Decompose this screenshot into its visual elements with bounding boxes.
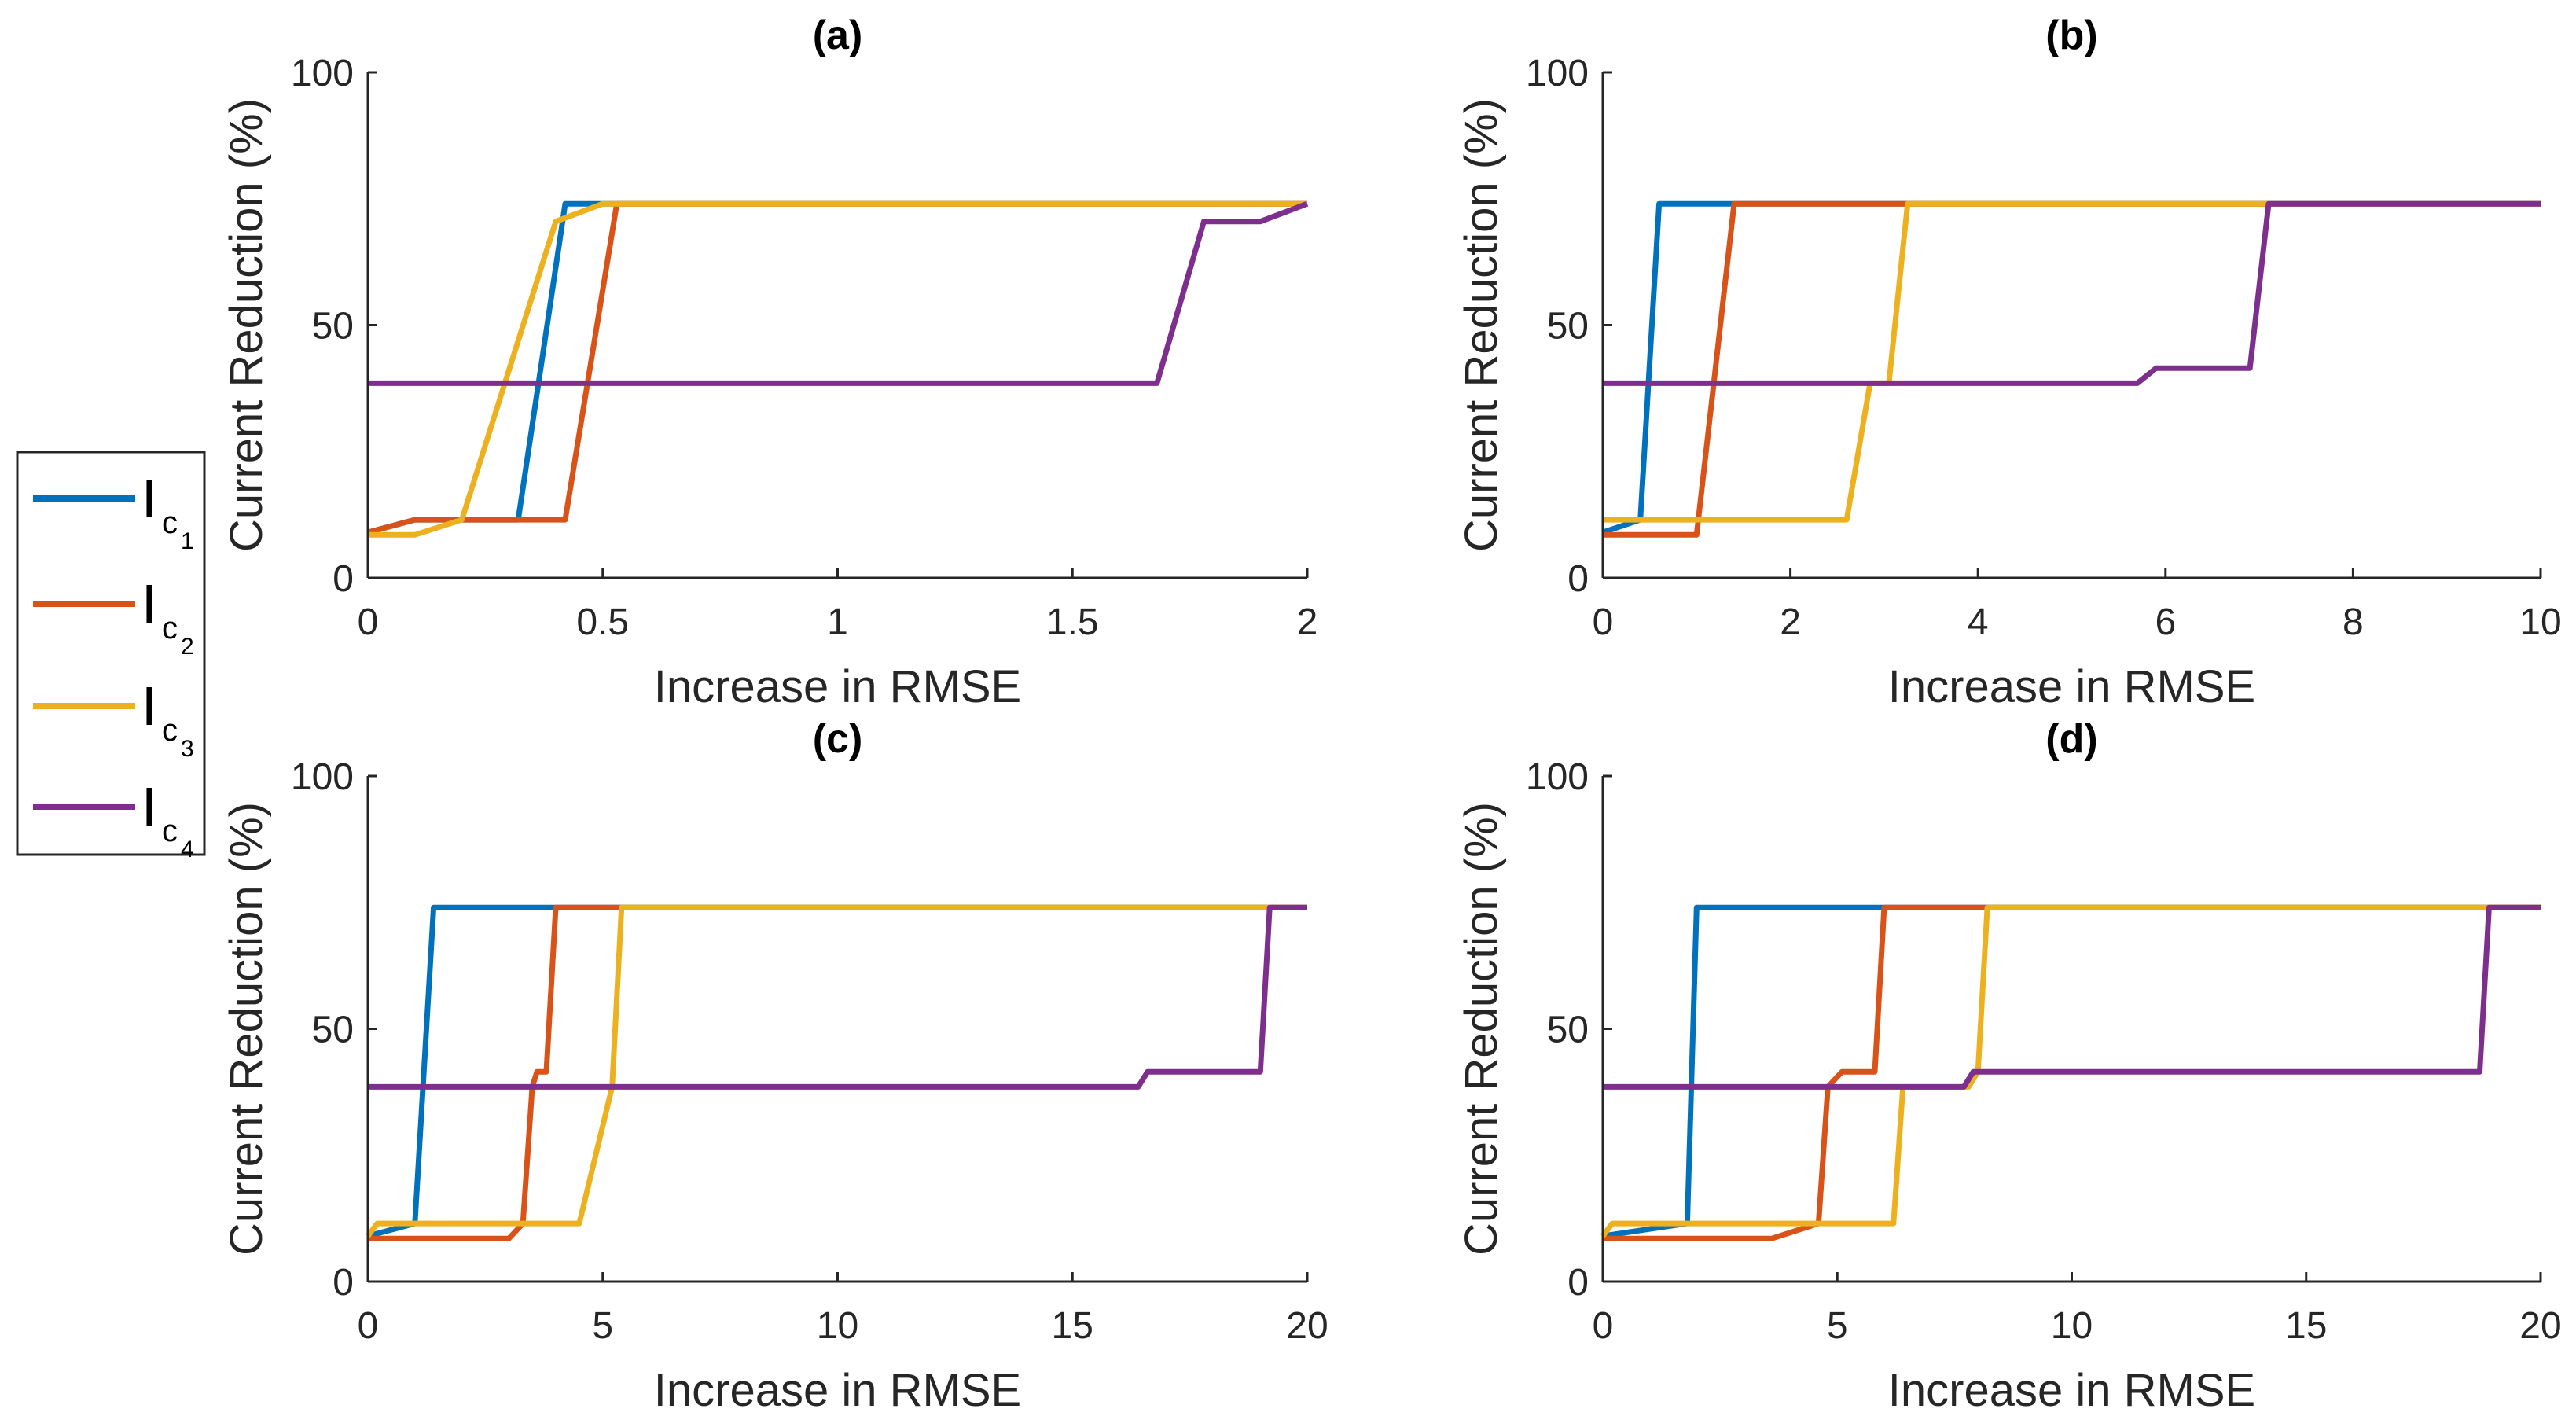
x-axis-label-c: Increase in RMSE: [654, 1365, 1021, 1416]
x-tick-label-b: 4: [1968, 601, 1989, 643]
x-tick-label-c: 0: [358, 1305, 379, 1347]
x-tick-label-d: 10: [2051, 1305, 2093, 1347]
series-line-a-4: [368, 200, 1309, 386]
x-tick-label-b: 2: [1780, 601, 1801, 643]
y-tick-label-c: 100: [291, 756, 354, 798]
y-tick-label-a: 100: [291, 53, 354, 94]
y-tick-label-c: 50: [312, 1010, 354, 1051]
x-tick-label-a: 2: [1297, 601, 1318, 643]
x-tick-label-d: 5: [1827, 1305, 1848, 1347]
series-line-c-2: [368, 904, 1307, 1241]
y-tick-label-b: 100: [1526, 53, 1589, 94]
x-tick-label-b: 0: [1593, 601, 1614, 643]
legend-label-subsub-2: 2: [181, 634, 194, 660]
y-tick-label-a: 50: [312, 306, 354, 348]
y-tick-label-c: 0: [333, 1262, 354, 1304]
series-lines-a: [367, 200, 1309, 538]
legend-label-main-3: I: [141, 675, 156, 737]
y-axis-label-a: Current Reduction (%): [221, 98, 272, 552]
series-line-a-3: [368, 200, 1307, 538]
series-lines-d: [1600, 904, 2541, 1241]
legend-label-main-2: I: [141, 573, 156, 634]
x-axis-label-b: Increase in RMSE: [1888, 661, 2255, 712]
x-tick-label-a: 0.5: [576, 601, 629, 643]
x-tick-label-a: 1.5: [1046, 601, 1099, 643]
series-lines-c: [366, 904, 1307, 1241]
legend-box: [16, 451, 206, 856]
x-tick-label-a: 1: [827, 601, 848, 643]
legend-label-subsub-4: 4: [181, 837, 194, 862]
series-lines-b: [1601, 200, 2541, 538]
panel-a: 0 0.5 1 1.5 2 0 50 100 (a) Increase in RMSE Curren…: [221, 13, 1317, 712]
y-axis-label-b: Current Reduction (%): [1456, 98, 1507, 552]
legend-label-subsub-1: 1: [181, 528, 194, 554]
y-tick-label-d: 0: [1567, 1262, 1589, 1304]
panel-title-a: (a): [813, 13, 863, 58]
panel-title-d: (d): [2045, 716, 2097, 762]
panel-d: 0 5 10 15 20 0 50 100 (d) Increase in RMSE Current…: [1456, 716, 2562, 1416]
series-line-b-2: [1603, 200, 2541, 538]
legend-label-sub-4: c: [162, 814, 178, 848]
legend-label-main-1: I: [141, 468, 156, 529]
series-line-b-1: [1601, 200, 2541, 535]
x-tick-label-b: 6: [2155, 601, 2176, 643]
x-tick-label-a: 0: [358, 601, 379, 643]
y-tick-label-a: 0: [333, 558, 354, 600]
x-tick-label-d: 20: [2519, 1305, 2561, 1347]
x-axis-label-a: Increase in RMSE: [654, 661, 1021, 712]
y-tick-label-b: 0: [1567, 558, 1589, 600]
panel-title-c: (c): [813, 716, 863, 762]
y-tick-label-d: 100: [1526, 756, 1589, 798]
legend-label-main-4: I: [141, 776, 156, 837]
legend-label-sub-1: c: [162, 506, 178, 540]
series-line-b-3: [1603, 200, 2541, 523]
series-line-b-4: [1603, 200, 2541, 386]
series-line-c-3: [366, 904, 1307, 1238]
x-tick-label-c: 5: [592, 1305, 613, 1347]
x-tick-label-d: 0: [1593, 1305, 1614, 1347]
series-line-d-4: [1603, 904, 2541, 1090]
x-tick-label-b: 10: [2519, 601, 2561, 643]
panel-title-b: (b): [2045, 13, 2097, 58]
x-tick-label-c: 10: [817, 1305, 858, 1347]
series-line-c-4: [368, 904, 1307, 1090]
y-axis-label-c: Current Reduction (%): [221, 802, 272, 1256]
y-tick-label-d: 50: [1547, 1010, 1589, 1051]
x-tick-label-c: 20: [1286, 1305, 1328, 1347]
x-axis-label-d: Increase in RMSE: [1888, 1365, 2255, 1416]
legend-label-sub-3: c: [162, 713, 178, 748]
x-tick-label-c: 15: [1052, 1305, 1093, 1347]
y-tick-label-b: 50: [1547, 306, 1589, 348]
y-axis-label-d: Current Reduction (%): [1456, 802, 1507, 1256]
panel-c: 0 5 10 15 20 0 50 100 (c) Increase in RMSE Current…: [221, 716, 1328, 1416]
legend-label-sub-2: c: [162, 611, 178, 645]
series-line-d-2: [1603, 904, 2541, 1241]
legend-label-subsub-3: 3: [181, 736, 194, 762]
x-tick-label-d: 15: [2285, 1305, 2327, 1347]
x-tick-label-b: 8: [2343, 601, 2364, 643]
